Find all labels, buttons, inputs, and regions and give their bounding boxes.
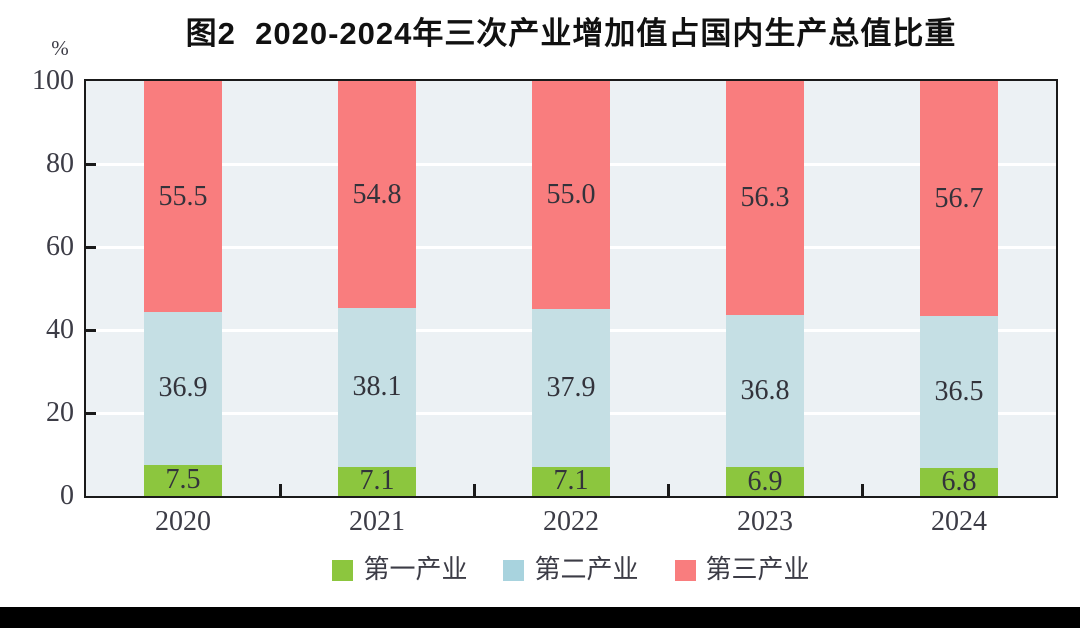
legend-item-第一产业: 第一产业 bbox=[332, 557, 467, 583]
bar-segment-第三产业-2024: 56.7 bbox=[920, 81, 998, 317]
legend: 第一产业 第二产业 第三产业 bbox=[84, 553, 1058, 587]
y-tick-mark bbox=[86, 328, 96, 332]
x-tick-mark bbox=[666, 484, 670, 496]
x-tick-mark bbox=[860, 484, 864, 496]
x-tick-mark bbox=[472, 484, 476, 496]
bar-value-label: 7.5 bbox=[165, 464, 201, 496]
x-tick-label: 2022 bbox=[543, 506, 599, 537]
x-tick-label: 2021 bbox=[349, 506, 405, 537]
y-tick-label: 0 bbox=[60, 480, 74, 511]
bar-segment-第一产业-2024: 6.8 bbox=[920, 465, 998, 497]
legend-item-第二产业: 第二产业 bbox=[503, 555, 639, 584]
bar-segment-第三产业-2022: 55.0 bbox=[532, 81, 610, 310]
x-tick-label: 2020 bbox=[155, 506, 211, 537]
bar-segment-第二产业-2021: 38.1 bbox=[338, 308, 416, 467]
bar-value-label: 56.7 bbox=[934, 182, 984, 214]
bar-value-label: 56.3 bbox=[740, 181, 790, 213]
bar-value-label: 36.5 bbox=[934, 376, 984, 408]
bar-value-label: 54.8 bbox=[352, 178, 402, 210]
y-tick-label: 80 bbox=[46, 148, 74, 179]
bar-segment-第一产业-2021: 7.1 bbox=[338, 465, 416, 497]
legend-label: 第二产业 bbox=[534, 555, 639, 584]
bar-value-label: 37.9 bbox=[546, 371, 596, 403]
bar-segment-第三产业-2020: 55.5 bbox=[144, 81, 222, 312]
legend-item-第三产业: 第三产业 bbox=[674, 555, 810, 584]
legend-swatch bbox=[503, 559, 525, 581]
y-tick-label: 100 bbox=[32, 65, 74, 96]
chart-title: 图2 2020-2024年三次产业增加值占国内生产总值比重 bbox=[185, 16, 957, 51]
legend-swatch bbox=[674, 559, 696, 581]
bar-value-label: 36.8 bbox=[740, 375, 790, 407]
y-tick-label: 60 bbox=[46, 231, 74, 262]
bar-segment-第二产业-2022: 37.9 bbox=[532, 309, 610, 467]
y-tick-mark bbox=[86, 411, 96, 415]
bar-segment-第一产业-2023: 6.9 bbox=[726, 467, 804, 496]
y-tick-label: 20 bbox=[46, 397, 74, 428]
bar-value-label: 55.0 bbox=[546, 179, 596, 211]
bar-value-label: 6.9 bbox=[747, 465, 783, 497]
legend-label: 第一产业 bbox=[363, 555, 468, 584]
bar-segment-第二产业-2024: 36.5 bbox=[920, 316, 998, 468]
bar-segment-第一产业-2020: 7.5 bbox=[144, 464, 222, 496]
x-tick-label: 2023 bbox=[737, 506, 793, 537]
bar-value-label: 7.1 bbox=[359, 465, 395, 497]
bar-segment-第三产业-2021: 54.8 bbox=[338, 81, 416, 309]
bar-segment-第二产业-2020: 36.9 bbox=[144, 311, 222, 465]
y-tick-mark bbox=[86, 245, 96, 249]
bar-segment-第三产业-2023: 56.3 bbox=[726, 81, 804, 315]
bar-value-label: 55.5 bbox=[158, 180, 208, 212]
y-tick-label: 40 bbox=[46, 314, 74, 345]
bar-value-label: 38.1 bbox=[352, 371, 402, 403]
legend-swatch bbox=[332, 559, 354, 581]
bar-value-label: 7.1 bbox=[553, 465, 589, 497]
bar-value-label: 36.9 bbox=[158, 372, 208, 404]
bar-value-label: 6.8 bbox=[941, 465, 977, 497]
bar-segment-第一产业-2022: 7.1 bbox=[532, 465, 610, 497]
y-tick-mark bbox=[86, 162, 96, 166]
y-axis-unit-label: % bbox=[51, 36, 69, 60]
plot-area: 7.5 36.9 55.5 7.1 38.1 54.8 7.1 37.9 55.0 6.9 36.8… bbox=[84, 79, 1058, 498]
bar-segment-第二产业-2023: 36.8 bbox=[726, 314, 804, 468]
legend-label: 第三产业 bbox=[705, 555, 810, 584]
x-tick-label: 2024 bbox=[931, 506, 987, 537]
bottom-black-bar bbox=[0, 607, 1080, 628]
plot-canvas: 7.5 36.9 55.5 7.1 38.1 54.8 7.1 37.9 55.0 6.9 36.8… bbox=[86, 81, 1056, 496]
x-tick-mark bbox=[278, 484, 282, 496]
